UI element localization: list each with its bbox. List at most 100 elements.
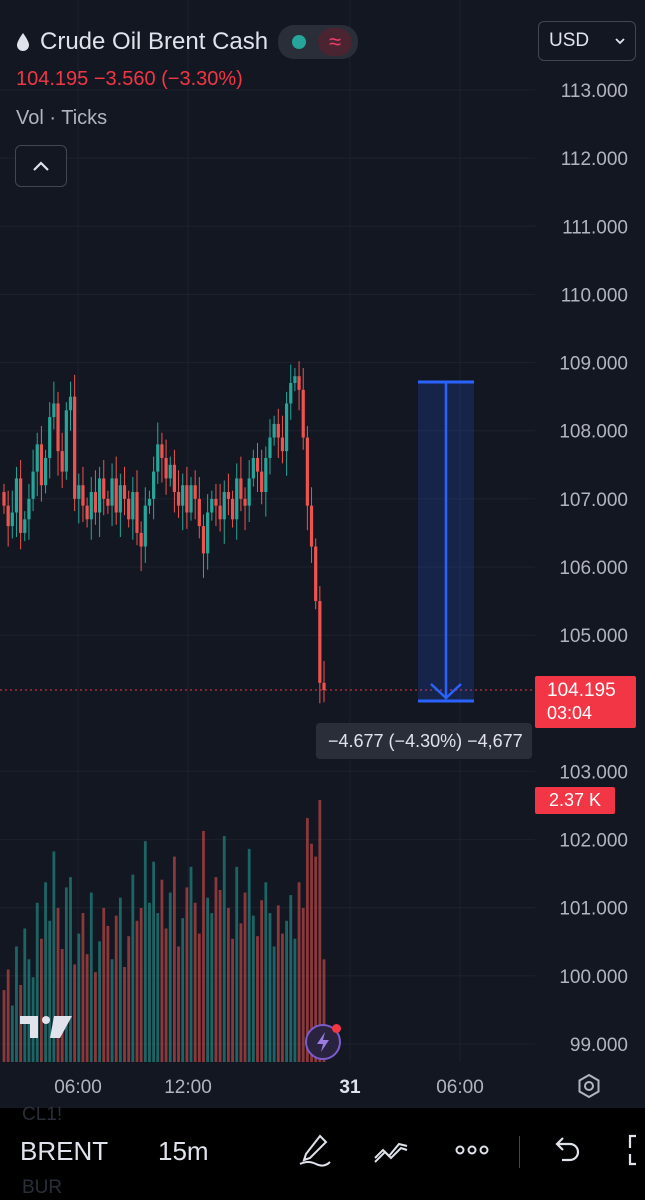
candle: [164, 439, 168, 495]
candle: [264, 446, 268, 517]
candle: [60, 432, 64, 488]
fullscreen-icon[interactable]: [622, 1132, 645, 1168]
volume-bar: [281, 933, 284, 1062]
candle: [156, 422, 160, 484]
collapse-legend-button[interactable]: [15, 145, 67, 187]
tradingview-logo-icon[interactable]: [18, 1012, 74, 1042]
volume-bar: [197, 933, 201, 1062]
candle: [102, 460, 106, 516]
volume-bar: [222, 836, 226, 1062]
candle: [185, 466, 189, 529]
interval-button[interactable]: 15m: [158, 1136, 209, 1166]
price-tick-label: 99.000: [570, 1035, 628, 1056]
time-tick-label: 06:00: [54, 1077, 102, 1098]
candle: [147, 490, 152, 514]
volume-bar: [123, 966, 126, 1062]
volume-bar: [48, 920, 52, 1062]
notification-dot: [332, 1024, 341, 1033]
chart-pane[interactable]: 113.000 112.000 111.000 110.000 109.000 108.0…: [0, 0, 645, 1108]
flash-news-button[interactable]: [305, 1024, 341, 1060]
candle: [23, 511, 27, 542]
chart-grid: [0, 0, 535, 1062]
candle: [43, 449, 48, 494]
candle: [39, 425, 44, 502]
candle: [89, 477, 93, 540]
volume-bar: [231, 938, 234, 1062]
candle: [135, 470, 139, 546]
time-axis[interactable]: 06:00 12:00 31 06:00: [54, 1077, 484, 1098]
candle: [97, 466, 102, 538]
candle: [122, 466, 127, 516]
volume-bar: [15, 946, 18, 1062]
candle: [181, 473, 185, 531]
previous-symbol[interactable]: CL1!: [22, 1104, 63, 1125]
last-price-value: 104.195: [547, 680, 616, 701]
candle: [214, 483, 218, 527]
candle: [64, 402, 68, 480]
volume-bar: [251, 915, 255, 1062]
candle: [106, 490, 110, 514]
price-axis[interactable]: 113.000 112.000 111.000 110.000 109.000 108.0…: [559, 81, 628, 1056]
candle: [322, 661, 326, 703]
currency-select[interactable]: USD: [538, 21, 636, 61]
candle: [110, 463, 114, 527]
candle: [35, 432, 39, 497]
volume-bar: [285, 920, 288, 1062]
undo-icon[interactable]: [548, 1132, 584, 1168]
price-tick-label: 108.000: [559, 422, 628, 443]
candle: [48, 402, 52, 479]
more-options-icon[interactable]: [454, 1132, 490, 1168]
delayed-data-icon: ≈: [318, 28, 353, 56]
volume-bar: [44, 882, 47, 1062]
candle: [255, 442, 260, 493]
volume-bar: [289, 895, 293, 1062]
symbol-button[interactable]: BRENT: [20, 1136, 109, 1166]
candle: [314, 538, 318, 610]
candle: [14, 466, 19, 538]
volume-bar: [106, 925, 110, 1062]
volume-bar: [102, 907, 106, 1062]
price-tick-label: 107.000: [559, 490, 628, 511]
candle: [114, 456, 118, 525]
volume-bar: [131, 874, 135, 1062]
candle: [172, 449, 176, 513]
volume-bar: [127, 936, 131, 1062]
volume-bar: [89, 892, 93, 1062]
market-status-pill[interactable]: ≈: [278, 25, 359, 59]
candle: [56, 391, 60, 476]
price-tick-label: 110.000: [561, 285, 628, 306]
volume-bar: [239, 923, 243, 1062]
volume-bar: [114, 915, 118, 1062]
candle: [73, 374, 77, 512]
candle: [77, 473, 81, 524]
brush-drawing-icon[interactable]: [296, 1132, 332, 1168]
volume-bar: [214, 877, 218, 1062]
trend-line-icon[interactable]: [373, 1132, 409, 1168]
candle: [309, 487, 314, 563]
candle: [27, 483, 31, 540]
symbol-header[interactable]: Crude Oil Brent Cash ≈: [16, 24, 359, 60]
volume-bar: [181, 918, 185, 1062]
volume-bar: [168, 892, 172, 1062]
candle: [31, 449, 35, 512]
price-tick-label: 105.000: [559, 626, 628, 647]
measure-tool[interactable]: [418, 380, 474, 703]
settings-gear-icon[interactable]: [578, 1073, 600, 1099]
volume-bar: [210, 913, 214, 1062]
volume-bar: [94, 972, 97, 1062]
symbol-title[interactable]: Crude Oil Brent Cash: [40, 28, 269, 55]
volume-bar: [2, 990, 6, 1062]
volume-bar: [60, 949, 64, 1062]
candle: [131, 477, 135, 540]
candle: [243, 487, 247, 531]
toolbar-separator: [519, 1136, 520, 1168]
volume-bar: [148, 902, 151, 1062]
volume-bar: [81, 913, 85, 1062]
candle: [210, 490, 214, 521]
volume-indicator-label[interactable]: Vol · Ticks: [16, 107, 108, 129]
next-symbol[interactable]: BUR: [22, 1177, 63, 1198]
price-tick-label: 102.000: [559, 831, 628, 852]
candle: [85, 497, 89, 528]
volume-bar: [177, 946, 180, 1062]
time-tick-label: 12:00: [164, 1077, 212, 1098]
